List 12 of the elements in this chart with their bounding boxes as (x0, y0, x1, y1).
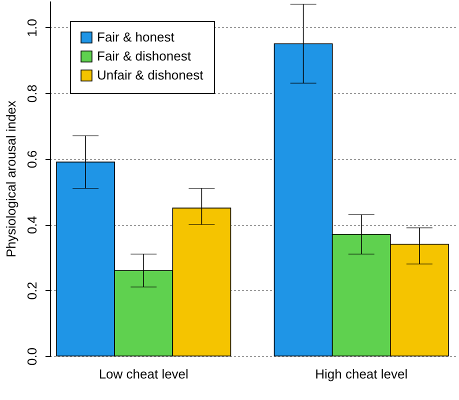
y-tick-label: 0.8 (24, 84, 40, 103)
x-tick-label: Low cheat level (98, 366, 189, 382)
y-tick-label: 0.4 (24, 216, 40, 234)
x-tick-label: High cheat level (315, 366, 408, 382)
y-tick-label: 0.0 (24, 347, 40, 366)
legend-label: Unfair & dishonest (97, 68, 204, 82)
y-tick-label: 1.0 (24, 18, 40, 37)
y-tick-label: 0.6 (24, 150, 40, 168)
legend-label: Fair & honest (97, 30, 175, 44)
y-tick-label: 0.2 (24, 282, 40, 300)
y-axis-title: Physiological arousal index (4, 100, 18, 258)
legend-label: Fair & dishonest (97, 48, 192, 64)
